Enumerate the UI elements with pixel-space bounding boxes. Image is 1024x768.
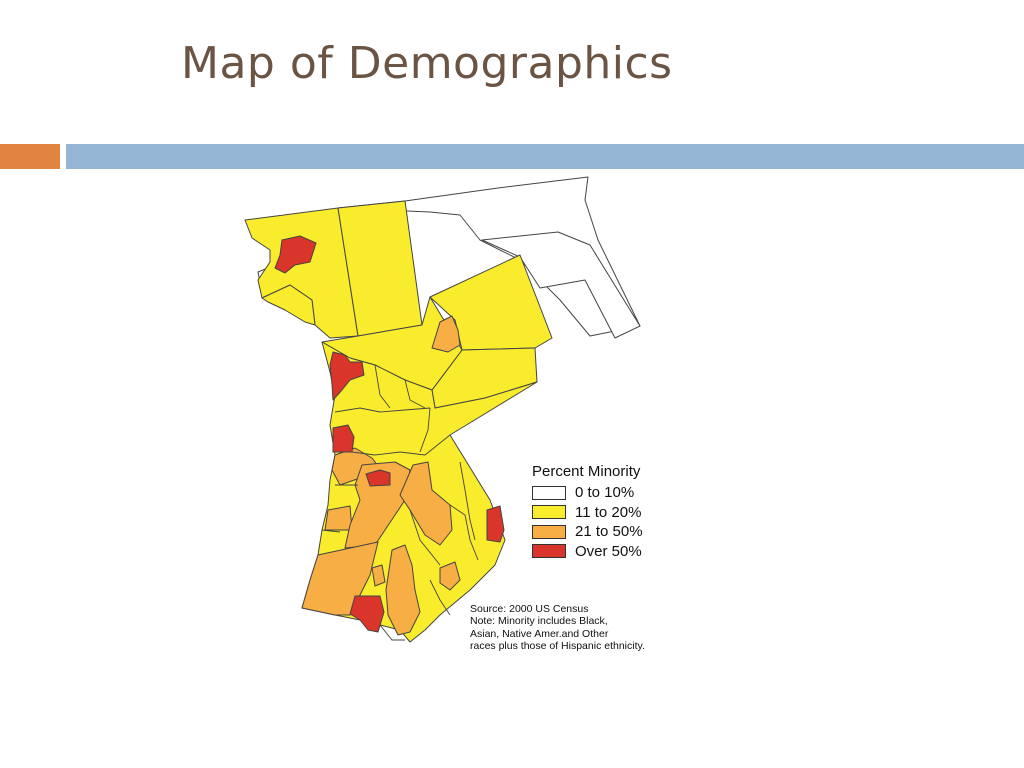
legend-item: 21 to 50%	[532, 522, 643, 542]
legend-swatch	[532, 485, 566, 500]
accent-bar-orange	[0, 144, 60, 169]
border-line	[334, 407, 431, 413]
region-red-northwest	[274, 235, 317, 274]
source-note-line: Note: Minority includes Black,	[470, 615, 608, 628]
legend-label: 11 to 20%	[575, 503, 642, 521]
border-line	[419, 407, 431, 453]
border-line	[449, 504, 479, 561]
border-line	[404, 379, 426, 409]
region-red-east	[486, 505, 505, 543]
legend-swatch	[532, 505, 566, 520]
region-orange-north	[431, 315, 461, 353]
border-line	[374, 364, 391, 409]
region-orange-southeast-small	[439, 561, 461, 591]
accent-bar-blue	[66, 144, 1024, 169]
region-yellow-southwest-coast	[261, 284, 316, 326]
border-line	[429, 579, 451, 616]
region-red-west	[332, 424, 355, 453]
legend-item: 11 to 20%	[532, 503, 643, 523]
border-line	[459, 461, 476, 541]
region-red-central-west	[329, 351, 365, 401]
border-line	[409, 509, 441, 566]
legend-label: Over 50%	[575, 542, 642, 560]
legend-title: Percent Minority	[532, 463, 641, 480]
source-note-line: Source: 2000 US Census	[470, 603, 589, 615]
source-note-line: races plus those of Hispanic ethnicity.	[470, 639, 645, 652]
region-red-center	[365, 469, 391, 487]
map-legend: Percent Minority 0 to 10% 11 to 20% 21 t…	[532, 463, 643, 561]
legend-swatch	[532, 524, 566, 539]
legend-swatch	[532, 544, 566, 559]
region-orange-south-small	[371, 564, 386, 587]
region-red-south	[349, 595, 385, 633]
legend-label: 21 to 50%	[575, 523, 643, 541]
map-group-red	[274, 235, 505, 633]
region-orange-west-2	[324, 505, 353, 531]
source-note: Source: 2000 US Census Note: Minority in…	[470, 603, 645, 652]
source-note-line: Asian, Native Amer.and Other	[470, 627, 609, 640]
border-line	[379, 624, 405, 641]
map-borders	[321, 364, 479, 641]
legend-label: 0 to 10%	[575, 484, 635, 502]
region-orange-south-center	[385, 544, 421, 636]
map-group-orange	[301, 315, 461, 636]
legend-item: Over 50%	[532, 542, 643, 562]
border-line	[321, 529, 341, 533]
page-title: Map of Demographics	[181, 38, 673, 89]
border-line	[351, 434, 451, 456]
legend-item: 0 to 10%	[532, 483, 643, 503]
region-orange-east-1	[399, 461, 453, 546]
